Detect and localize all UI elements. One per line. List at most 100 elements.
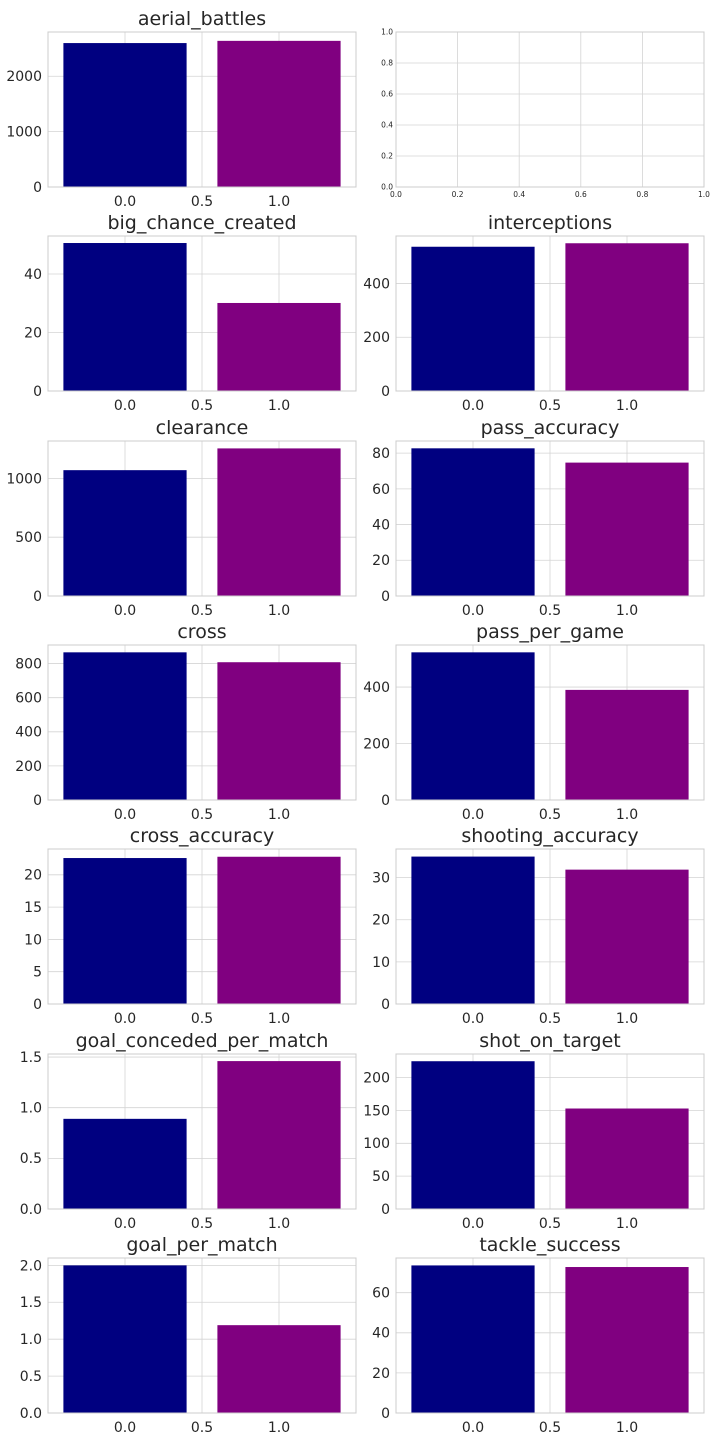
y-tick-label: 1.5	[20, 1050, 42, 1066]
axes-frame	[395, 1257, 705, 1414]
chart-panel-aerial_battles: 0 1000 2000 0.0 0.5 1.0 aerial_battles	[6, 8, 357, 210]
chart-title: cross_accuracy	[130, 825, 275, 847]
y-tick-label: 0	[381, 1202, 390, 1218]
y-tick-label: 0.6	[381, 90, 393, 99]
bar-0.0	[63, 243, 187, 391]
chart-title: tackle_success	[479, 1234, 620, 1256]
x-tick-label: 0.5	[191, 1011, 213, 1027]
y-tick-label: 40	[372, 517, 390, 533]
chart-panel-tackle_success: 0 20 40 60 0.0 0.5 1.0 tackle_success	[372, 1234, 705, 1436]
y-tick-label: 400	[363, 276, 390, 292]
y-tick-label: 200	[15, 759, 42, 775]
chart-panel-shooting_accuracy: 0 10 20 30 0.0 0.5 1.0 shooting_accuracy	[372, 825, 705, 1027]
bar-1.0	[565, 243, 689, 391]
y-tick-label: 200	[363, 330, 390, 346]
chart-panel-cross_accuracy: 0 5 10 15 20 0.0 0.5 1.0 cross_accuracy	[24, 825, 357, 1027]
y-tick-label: 80	[372, 446, 390, 462]
chart-panel-goal_per_match: 0.0 0.5 1.0 1.5 2.0 0.0 0.5 1.0 goal_per_match	[20, 1234, 357, 1436]
chart-panel-interceptions: 0 200 400 0.0 0.5 1.0 interceptions	[363, 212, 705, 414]
axes-frame	[395, 848, 705, 1005]
bar-1.0	[565, 869, 689, 1004]
bar-0.0	[63, 470, 187, 596]
y-tick-label: 0.5	[20, 1369, 42, 1385]
x-tick-label: 0.0	[114, 807, 136, 823]
x-tick-label: 0.0	[114, 603, 136, 619]
y-tick-label: 0	[33, 793, 42, 809]
y-tick-label: 400	[15, 725, 42, 741]
x-tick-label: 1.0	[616, 398, 638, 414]
chart-panel-pass_accuracy: 0 20 40 60 80 0.0 0.5 1.0 pass_accuracy	[372, 417, 705, 619]
empty-axes-panel: 0.0 0.2 0.4 0.6 0.8 1.0 0.0 0.2 0.4 0.6 0.8 1.0	[381, 28, 710, 199]
chart-title: pass_accuracy	[481, 417, 620, 439]
y-tick-label: 60	[372, 482, 390, 498]
chart-title: shot_on_target	[479, 1030, 620, 1052]
y-tick-label: 0	[33, 384, 42, 400]
x-tick-label: 0.0	[114, 398, 136, 414]
chart-title: clearance	[156, 417, 249, 439]
chart-panel-cross: 0 200 400 600 800 0.0 0.5 1.0 cross	[15, 621, 357, 823]
chart-panel-pass_per_game: 0 200 400 0.0 0.5 1.0 pass_per_game	[363, 621, 705, 823]
chart-title: big_chance_created	[107, 212, 296, 234]
chart-panel-goal_conceded_per_match: 0.0 0.5 1.0 1.5 0.0 0.5 1.0 goal_conceded_per_m…	[20, 1030, 357, 1232]
y-tick-label: 200	[363, 736, 390, 752]
y-tick-label: 0	[33, 180, 42, 196]
x-tick-label: 0.4	[513, 190, 525, 199]
x-tick-label: 1.0	[698, 190, 710, 199]
y-tick-label: 40	[24, 267, 42, 283]
y-tick-label: 1.0	[381, 28, 393, 37]
y-tick-label: 0.0	[20, 1406, 42, 1422]
y-tick-label: 200	[363, 1071, 390, 1087]
bar-0.0	[63, 43, 187, 188]
bar-0.0	[63, 652, 187, 800]
y-tick-label: 0	[381, 589, 390, 605]
x-tick-label: 0.5	[539, 398, 561, 414]
x-tick-label: 0.0	[462, 398, 484, 414]
x-tick-label: 1.0	[616, 1011, 638, 1027]
chart-title: goal_per_match	[126, 1234, 277, 1256]
x-tick-label: 1.0	[268, 1011, 290, 1027]
bar-1.0	[565, 1267, 689, 1413]
x-tick-label: 1.0	[616, 807, 638, 823]
x-tick-label: 0.0	[462, 1420, 484, 1436]
y-tick-label: 500	[15, 530, 42, 546]
chart-panel-shot_on_target: 0 50 100 150 200 0.0 0.5 1.0 shot_on_target	[363, 1030, 705, 1232]
bar-1.0	[217, 40, 341, 187]
y-tick-label: 0.8	[381, 59, 393, 68]
chart-title: interceptions	[488, 212, 612, 234]
chart-title: aerial_battles	[138, 8, 266, 30]
x-tick-label: 1.0	[616, 603, 638, 619]
axes-frame	[47, 1053, 357, 1210]
x-tick-label: 0.5	[539, 1420, 561, 1436]
x-tick-label: 0.5	[539, 807, 561, 823]
axes-frame	[47, 848, 357, 1005]
y-tick-label: 0.4	[381, 121, 393, 130]
x-tick-label: 0.5	[539, 1011, 561, 1027]
axes-frame	[47, 31, 357, 188]
y-tick-label: 1000	[6, 471, 42, 487]
y-tick-label: 600	[15, 691, 42, 707]
x-tick-label: 0.6	[575, 190, 587, 199]
axes-frame	[47, 644, 357, 801]
x-tick-label: 0.0	[114, 1011, 136, 1027]
bar-0.0	[411, 448, 535, 596]
bar-1.0	[217, 662, 341, 800]
bar-0.0	[63, 858, 187, 1004]
chart-title: cross	[177, 621, 226, 643]
x-tick-label: 1.0	[268, 807, 290, 823]
bar-1.0	[565, 1108, 689, 1209]
y-tick-label: 0	[381, 384, 390, 400]
x-tick-label: 0.0	[462, 603, 484, 619]
y-tick-label: 0.2	[381, 152, 393, 161]
x-tick-label: 0.0	[462, 1011, 484, 1027]
y-tick-label: 800	[15, 656, 42, 672]
y-tick-label: 20	[372, 1366, 390, 1382]
x-tick-label: 0.5	[191, 1216, 213, 1232]
y-tick-label: 10	[24, 932, 42, 948]
chart-title: goal_conceded_per_match	[76, 1030, 329, 1052]
x-tick-label: 1.0	[268, 603, 290, 619]
axes-frame	[47, 440, 357, 597]
y-tick-label: 50	[372, 1169, 390, 1185]
x-tick-label: 0.5	[191, 194, 213, 210]
bar-1.0	[565, 689, 689, 800]
